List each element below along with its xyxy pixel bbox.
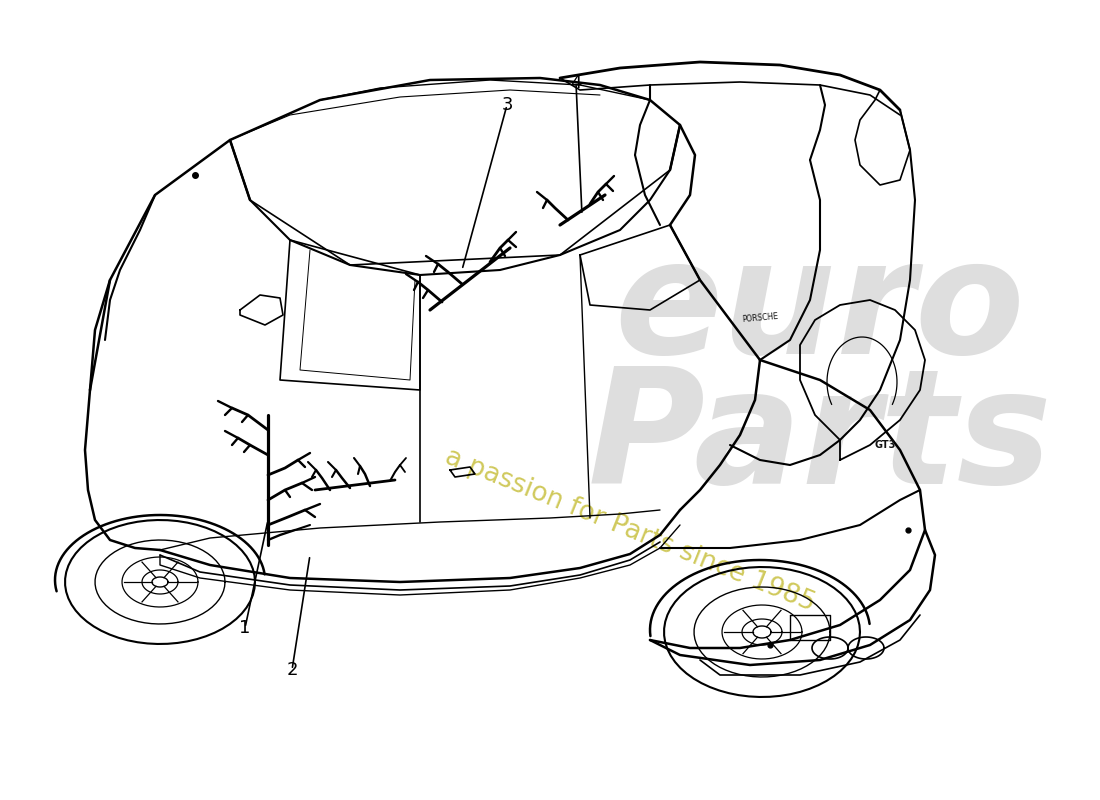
- Text: euro: euro: [615, 233, 1025, 387]
- Text: Parts: Parts: [587, 362, 1053, 518]
- Text: 3: 3: [502, 96, 513, 114]
- Text: 1: 1: [240, 619, 251, 637]
- Text: a passion for Parts since 1985: a passion for Parts since 1985: [441, 444, 818, 616]
- Text: 4: 4: [570, 74, 582, 92]
- Text: 2: 2: [286, 661, 298, 679]
- Text: PORSCHE: PORSCHE: [741, 312, 779, 324]
- Text: GT3: GT3: [874, 440, 895, 450]
